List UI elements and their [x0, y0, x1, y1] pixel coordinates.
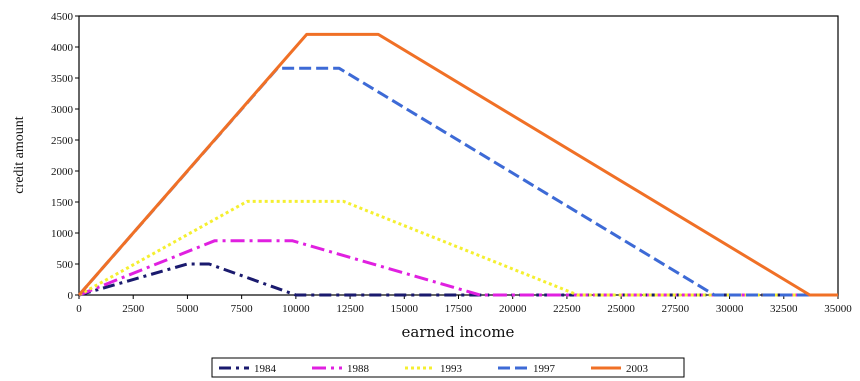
legend-items: 1984 1988 1993 1997 2003 [219, 363, 649, 375]
x-tick-label: 32500 [770, 303, 798, 315]
x-tick-label: 2500 [122, 303, 145, 315]
y-tick-label: 1000 [51, 228, 74, 240]
series-lines [77, 32, 838, 297]
x-axis-title: earned income [402, 323, 515, 341]
x-axis: 0 2500 5000 7500 10000 12500 15000 17500 20000 22… [76, 295, 852, 315]
legend [211, 357, 685, 378]
x-tick-label: 27500 [662, 303, 690, 315]
series-line-1997 [77, 66, 838, 297]
x-tick-label: 35000 [824, 303, 852, 315]
x-tick-label: 15000 [391, 303, 419, 315]
y-tick-label: 2000 [51, 166, 74, 178]
y-tick-label: 4500 [51, 11, 74, 23]
series-line-1993 [78, 199, 838, 297]
y-tick-label: 1500 [51, 197, 74, 209]
y-tick-label: 4000 [51, 42, 74, 54]
x-tick-label: 20000 [499, 303, 527, 315]
y-tick-label: 3500 [51, 73, 74, 85]
legend-label-1997: 1997 [533, 363, 556, 375]
legend-label-1984: 1984 [254, 363, 277, 375]
series-line-2003 [77, 32, 838, 297]
x-tick-label: 7500 [231, 303, 254, 315]
x-tick-label: 25000 [607, 303, 635, 315]
y-tick-label: 0 [68, 290, 74, 302]
x-tick-label: 12500 [336, 303, 364, 315]
x-tick-label: 10000 [282, 303, 310, 315]
legend-label-1993: 1993 [440, 363, 463, 375]
y-axis: 0 500 1000 1500 2000 2500 3000 3500 4000 4500 [51, 11, 79, 302]
legend-label-1988: 1988 [347, 363, 370, 375]
series-line-1984 [78, 262, 838, 297]
y-tick-label: 3000 [51, 104, 74, 116]
y-axis-title: credit amount [12, 116, 27, 193]
y-tick-label: 500 [57, 259, 74, 271]
x-tick-label: 22500 [553, 303, 581, 315]
x-tick-label: 5000 [176, 303, 199, 315]
x-tick-label: 17500 [445, 303, 473, 315]
x-tick-label: 0 [76, 303, 82, 315]
x-tick-label: 30000 [716, 303, 744, 315]
plot-area [78, 15, 839, 296]
legend-label-2003: 2003 [626, 363, 649, 375]
series-line-1988 [78, 239, 838, 297]
y-tick-label: 2500 [51, 135, 74, 147]
